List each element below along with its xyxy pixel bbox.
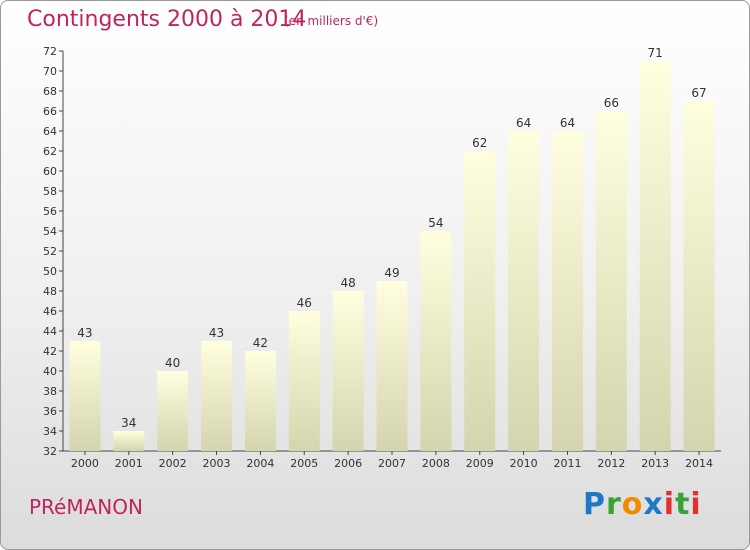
bar-2008 [420, 231, 452, 451]
y-tick-label: 70 [43, 65, 57, 78]
bar-2010 [508, 131, 540, 451]
data-label-2000: 43 [77, 326, 92, 340]
x-tick-label: 2007 [378, 457, 406, 470]
y-tick-label: 46 [43, 305, 57, 318]
bar-2012 [595, 111, 627, 451]
bar-2013 [639, 61, 671, 451]
chart-title: Contingents 2000 à 2014 [27, 7, 307, 32]
x-tick-label: 2003 [203, 457, 231, 470]
data-label-2010: 64 [516, 116, 531, 130]
bar-2004 [244, 351, 276, 451]
y-tick-label: 48 [43, 285, 57, 298]
x-tick-label: 2010 [510, 457, 538, 470]
bar-2011 [551, 131, 583, 451]
bar-2005 [288, 311, 320, 451]
y-tick-label: 66 [43, 105, 57, 118]
y-tick-label: 62 [43, 145, 57, 158]
data-label-2008: 54 [428, 216, 443, 230]
y-tick-label: 42 [43, 345, 57, 358]
data-label-2009: 62 [472, 136, 487, 150]
x-tick-label: 2006 [334, 457, 362, 470]
data-label-2003: 43 [209, 326, 224, 340]
data-label-2001: 34 [121, 416, 136, 430]
place-name: PRéMANON [29, 495, 143, 519]
bar-2001 [113, 431, 145, 451]
data-label-2004: 42 [253, 336, 268, 350]
x-tick-label: 2001 [115, 457, 143, 470]
y-tick-label: 38 [43, 385, 57, 398]
data-label-2012: 66 [604, 96, 619, 110]
bar-2014 [683, 101, 715, 451]
x-tick-label: 2005 [290, 457, 318, 470]
y-tick-label: 56 [43, 205, 57, 218]
x-tick-label: 2012 [597, 457, 625, 470]
y-tick-label: 60 [43, 165, 57, 178]
y-tick-label: 44 [43, 325, 57, 338]
x-tick-label: 2009 [466, 457, 494, 470]
data-label-2005: 46 [297, 296, 312, 310]
x-tick-label: 2011 [553, 457, 581, 470]
y-tick-label: 72 [43, 45, 57, 58]
x-tick-label: 2002 [159, 457, 187, 470]
bar-2002 [157, 371, 189, 451]
data-label-2006: 48 [340, 276, 355, 290]
y-axis: 32 34 36 38 40 42 44 46 48 50 52 54 56 58 60 62 64 66 68 70… [43, 45, 64, 458]
chart-subtitle: (en milliers d'€) [284, 14, 379, 28]
bar-2006 [332, 291, 364, 451]
x-axis: 2000 2001 2002 2003 2004 2005 2006 2007 2008 2009… [63, 450, 721, 470]
y-tick-label: 32 [43, 445, 57, 458]
data-label-2014: 67 [691, 86, 706, 100]
proxiti-logo[interactable]: Proxiti [583, 487, 702, 522]
y-tick-label: 40 [43, 365, 57, 378]
data-label-2013: 71 [648, 46, 663, 60]
y-tick-label: 58 [43, 185, 57, 198]
x-tick-label: 2000 [71, 457, 99, 470]
x-tick-label: 2014 [685, 457, 713, 470]
x-tick-label: 2008 [422, 457, 450, 470]
y-tick-label: 52 [43, 245, 57, 258]
bar-2009 [464, 151, 496, 451]
x-tick-label: 2004 [246, 457, 274, 470]
data-labels: 43 34 40 43 42 46 48 49 54 62 64 64 66 71 67 [77, 46, 706, 430]
y-tick-label: 64 [43, 125, 57, 138]
bar-2007 [376, 281, 408, 451]
y-tick-label: 68 [43, 85, 57, 98]
data-label-2011: 64 [560, 116, 575, 130]
y-tick-label: 34 [43, 425, 57, 438]
y-tick-label: 36 [43, 405, 57, 418]
data-label-2007: 49 [384, 266, 399, 280]
bar-2003 [201, 341, 233, 451]
bars [69, 61, 715, 451]
y-tick-label: 50 [43, 265, 57, 278]
y-tick-label: 54 [43, 225, 57, 238]
data-label-2002: 40 [165, 356, 180, 370]
x-tick-label: 2013 [641, 457, 669, 470]
bar-2000 [69, 341, 101, 451]
